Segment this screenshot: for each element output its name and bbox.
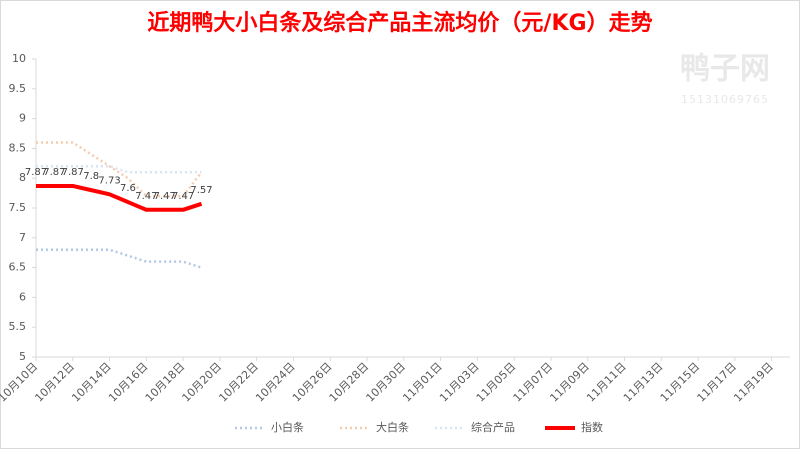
data-label: 7.73	[98, 175, 120, 186]
legend-label: 指数	[581, 420, 603, 434]
y-tick-label: 9	[19, 112, 26, 125]
y-tick-label: 7	[19, 231, 26, 244]
data-label: 7.47	[154, 191, 176, 202]
y-tick-label: 6.5	[9, 261, 27, 274]
y-tick-label: 5.5	[9, 320, 27, 333]
data-label: 7.87	[62, 167, 84, 178]
y-tick-label: 6	[19, 290, 26, 303]
series-line	[36, 141, 203, 198]
data-label: 7.8	[83, 171, 99, 182]
data-label: 7.57	[190, 185, 212, 196]
legend-label: 综合产品	[471, 420, 515, 434]
y-tick-label: 7.5	[9, 201, 27, 214]
y-tick-label: 8	[19, 171, 26, 184]
data-label: 7.47	[135, 191, 157, 202]
y-tick-label: 5	[19, 350, 26, 363]
data-label: 7.87	[43, 167, 65, 178]
series-line	[36, 183, 203, 212]
legend-label: 大白条	[376, 420, 409, 434]
y-tick-label: 10	[12, 52, 26, 65]
watermark: 鸭子网	[680, 52, 770, 87]
data-label: 7.6	[120, 183, 136, 194]
data-label: 7.47	[172, 191, 194, 202]
legend-label: 小白条	[271, 420, 304, 434]
y-tick-label: 9.5	[9, 82, 27, 95]
y-tick-label: 8.5	[9, 141, 27, 154]
watermark: 15131069765	[681, 93, 769, 106]
data-label: 7.87	[25, 167, 47, 178]
chart-title: 近期鸭大小白条及综合产品主流均价（元/KG）走势	[147, 10, 652, 36]
